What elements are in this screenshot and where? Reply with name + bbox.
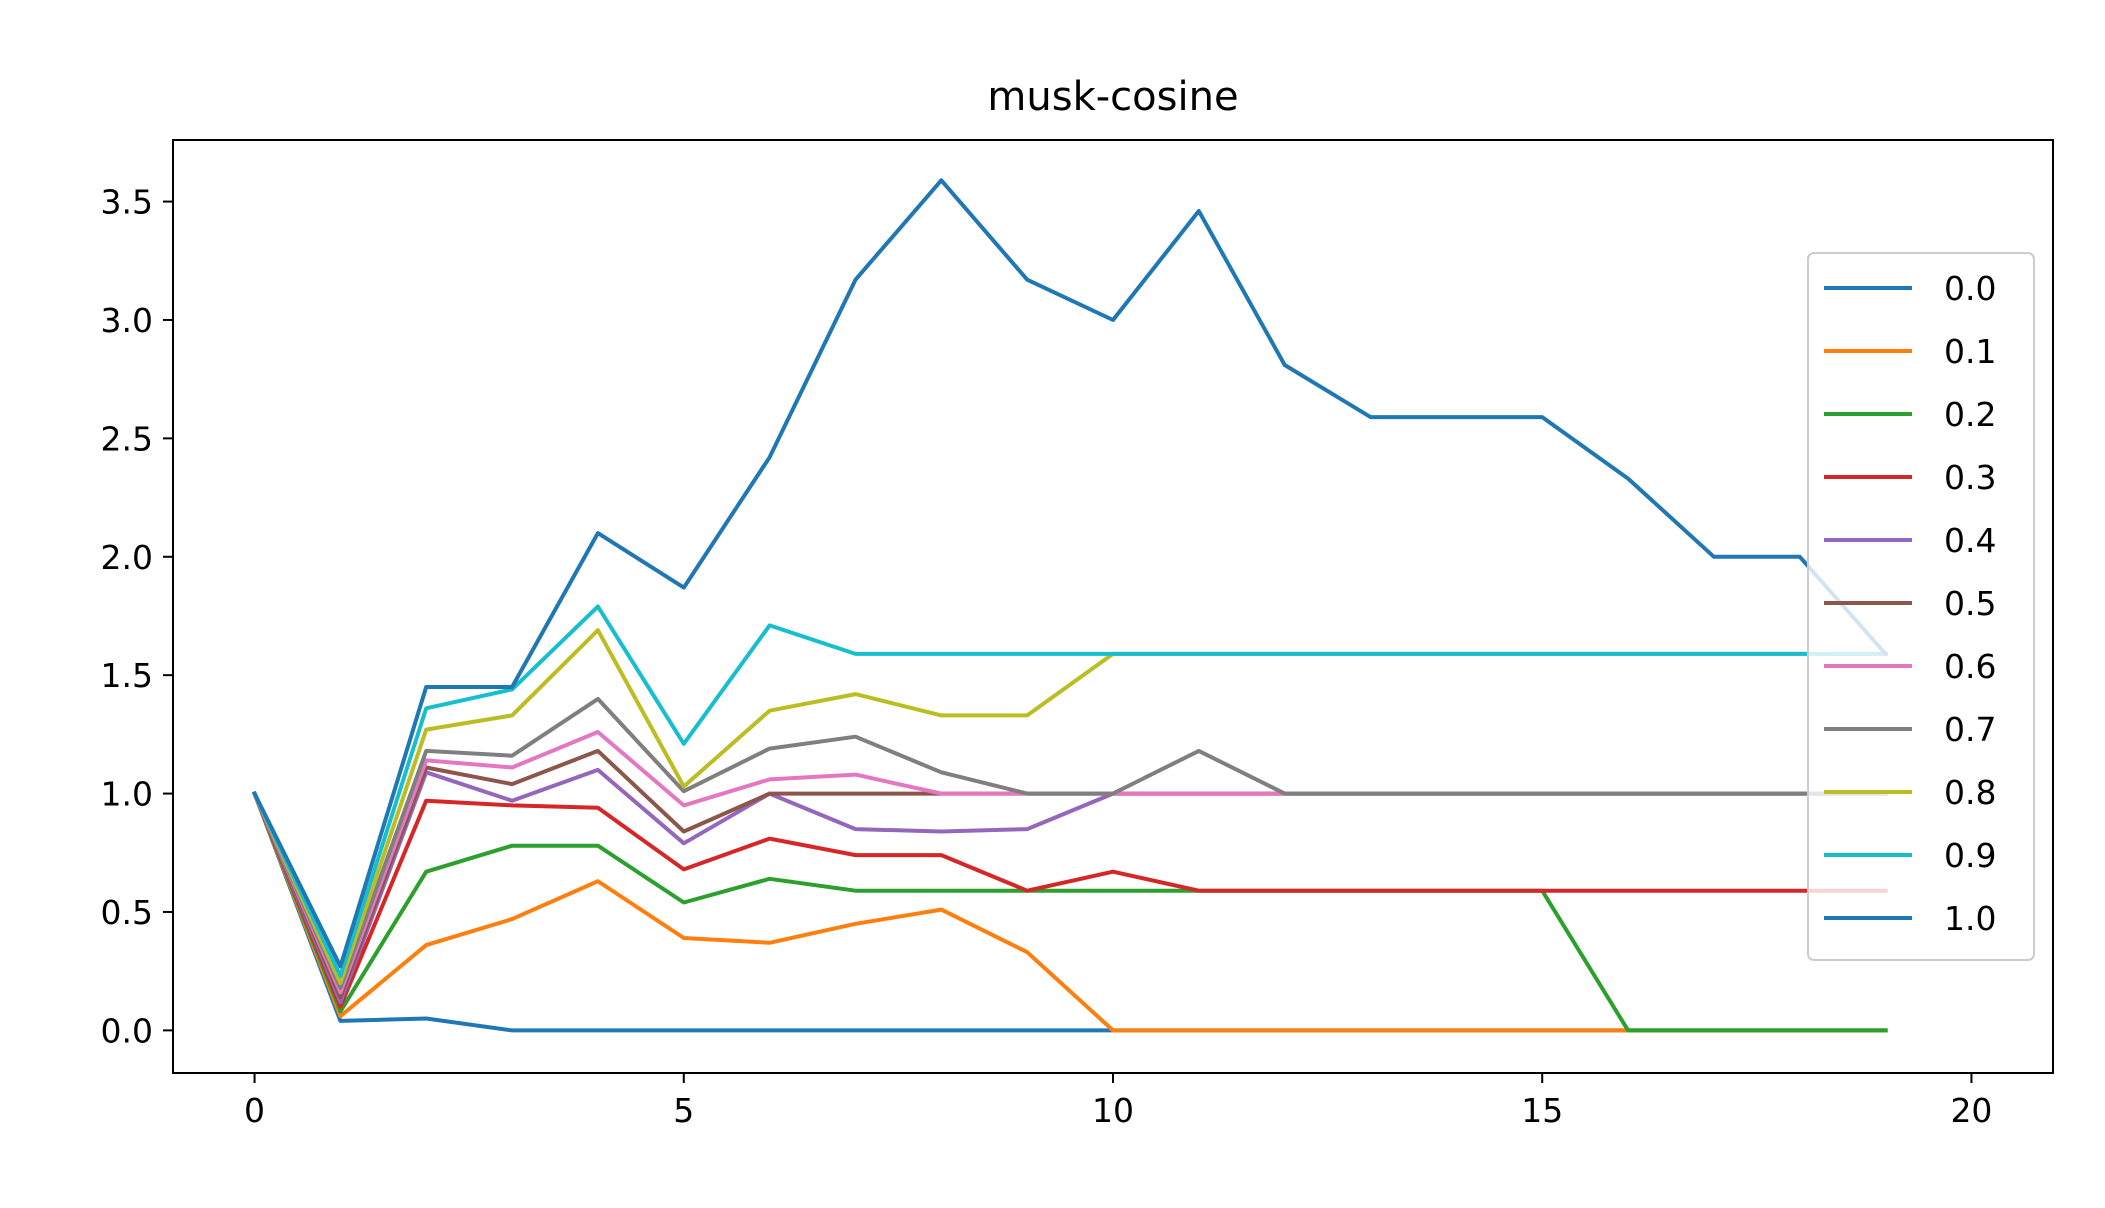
legend: 0.0 0.1 0.2 0.3 0.4 0.5 0.6 0.7 0.8 0.9 1.0 [1807,252,2035,961]
legend-frame [1807,252,2035,961]
x-tick-label: 5 [673,1091,694,1130]
x-tick-label: 10 [1092,1091,1134,1130]
y-tick-label: 0.5 [101,893,153,932]
legend-label: 0.4 [1944,521,1996,560]
series-layer [251,178,1889,1033]
y-tick-label: 3.0 [101,301,153,340]
series-line-0.2 [252,791,1888,1033]
legend-label: 0.7 [1944,710,1996,749]
legend-label: 0.6 [1944,647,1996,686]
legend-label: 0.3 [1944,458,1996,497]
x-axis: 0 5 10 15 20 [244,1073,1992,1130]
series-line-0.9 [251,604,1888,978]
series-line-0.1 [252,791,1888,1033]
legend-label: 0.0 [1944,269,1996,308]
series-line-0.7 [251,696,1888,990]
series-line-1.0 [251,178,1889,969]
legend-label: 0.1 [1944,332,1996,371]
legend-label: 0.5 [1944,584,1996,623]
series-line-0.3 [251,790,1888,1009]
y-tick-label: 1.5 [101,656,153,695]
y-tick-label: 2.0 [101,538,153,577]
y-tick-label: 2.5 [101,419,153,458]
y-tick-label: 3.5 [101,183,153,222]
legend-label: 0.2 [1944,395,1996,434]
y-tick-label: 1.0 [101,775,153,814]
x-tick-label: 0 [244,1091,265,1130]
legend-label: 0.9 [1944,836,1996,875]
x-tick-label: 15 [1521,1091,1563,1130]
y-tick-label: 0.0 [101,1011,153,1050]
plot-area [172,139,2054,1074]
plot-background [173,140,2053,1073]
legend-label: 1.0 [1944,899,1996,938]
x-tick-label: 20 [1950,1091,1992,1130]
y-axis: 0.0 0.5 1.0 1.5 2.0 2.5 3.0 3.5 [101,183,173,1050]
legend-label: 0.8 [1944,773,1996,812]
chart-title: musk-cosine [987,74,1238,120]
